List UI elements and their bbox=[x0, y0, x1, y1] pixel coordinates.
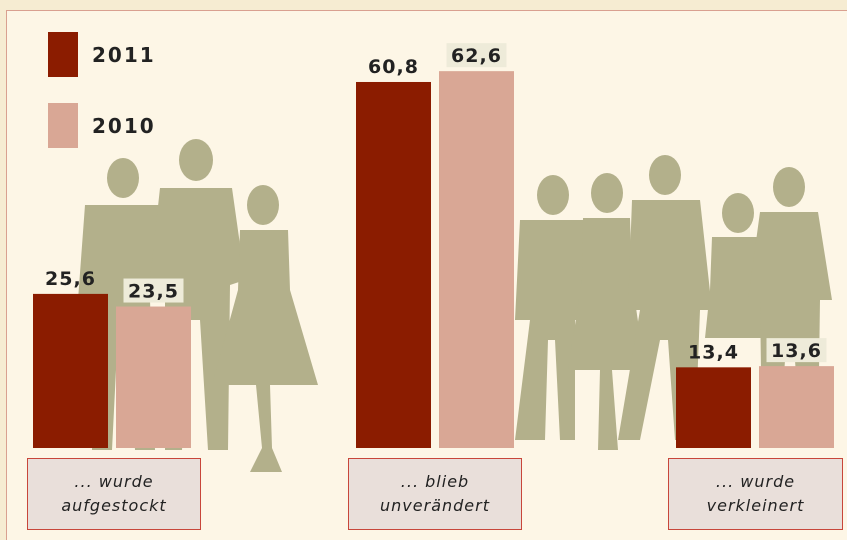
page: 2011201025,660,813,423,562,613,6 (() => … bbox=[0, 0, 847, 539]
value-label: 13,4 bbox=[688, 341, 739, 363]
value-label: 13,6 bbox=[771, 340, 822, 362]
legend-label: 2010 bbox=[92, 114, 156, 138]
category-label: ... wurde aufgestockt bbox=[27, 458, 201, 530]
bar bbox=[759, 366, 834, 448]
legend-swatch bbox=[48, 103, 78, 148]
value-label: 62,6 bbox=[451, 45, 502, 67]
legend-swatch bbox=[48, 32, 78, 77]
bar bbox=[676, 367, 751, 448]
legend-label: 2011 bbox=[92, 43, 156, 67]
value-label: 23,5 bbox=[128, 281, 179, 303]
value-label: 25,6 bbox=[45, 268, 96, 290]
category-label: ... blieb unverändert bbox=[348, 458, 522, 530]
value-label: 60,8 bbox=[368, 56, 419, 78]
bar bbox=[116, 307, 191, 448]
bar bbox=[356, 82, 431, 448]
bar bbox=[439, 71, 514, 448]
category-label: ... wurde verkleinert bbox=[668, 458, 843, 530]
bar bbox=[33, 294, 108, 448]
